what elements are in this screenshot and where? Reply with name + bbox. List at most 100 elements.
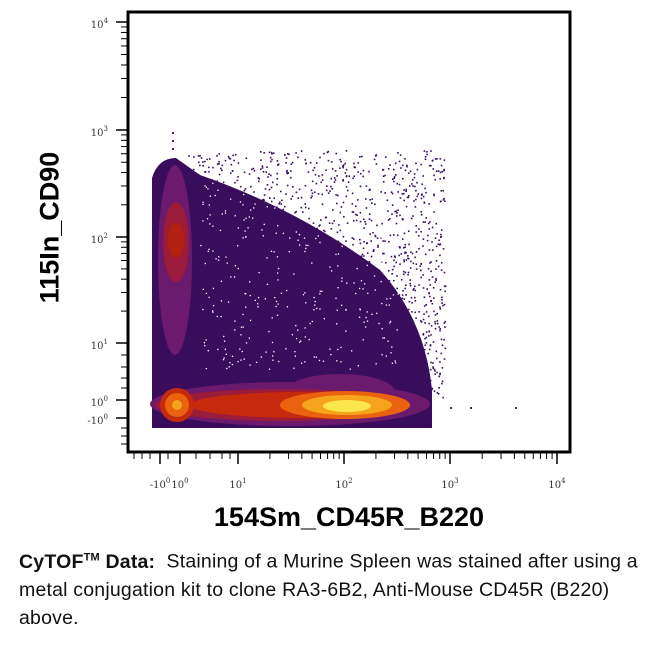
event-dot [192,384,195,386]
event-dot [207,263,209,266]
event-dot [413,288,415,290]
event-dot [352,238,355,240]
event-dot [315,321,317,323]
white-speck [231,363,234,366]
event-dot [216,289,219,292]
x-tick-label: 102 [335,477,352,491]
event-dot [412,289,415,291]
event-dot [435,278,437,280]
event-dot [271,376,274,379]
white-speck [218,256,220,258]
event-dot [326,325,329,327]
event-dot [298,225,301,227]
event-dot [398,254,400,257]
event-dot [276,243,278,246]
event-dot [254,324,257,327]
white-speck [286,289,288,292]
event-dot [262,286,265,289]
event-dot [300,227,302,229]
event-dot [423,150,426,152]
event-dot [415,189,417,192]
event-dot [230,348,232,351]
event-dot [362,247,365,250]
white-speck [365,229,367,231]
event-dot [327,159,330,162]
event-dot [252,337,255,340]
event-dot [410,251,412,253]
event-dot [319,264,322,267]
white-speck [334,223,336,226]
event-dot [348,256,351,259]
event-dot [361,302,364,305]
event-dot [419,349,422,352]
event-dot [409,170,412,173]
event-dot [302,305,304,307]
white-speck [317,235,319,237]
event-dot [342,165,344,167]
white-speck [333,232,335,235]
event-dot [243,189,246,192]
event-dot [266,319,269,322]
event-dot [429,392,432,394]
contour-dn-peak [172,400,182,410]
event-dot [175,380,177,382]
event-dot [405,294,407,296]
white-speck [368,244,370,246]
white-speck [365,326,367,328]
event-dot [242,205,245,208]
event-dot [329,300,332,303]
event-dot [191,230,193,232]
event-dot [221,266,224,268]
event-dot [390,342,392,344]
event-dot [316,298,319,301]
event-dot [417,193,420,195]
event-dot [215,347,217,349]
event-dot [220,242,223,244]
event-dot [310,196,312,199]
event-dot [404,158,406,160]
event-dot [335,283,338,286]
event-dot [348,348,350,350]
event-dot [267,302,269,305]
event-dot [450,407,452,409]
event-dot [268,251,271,254]
event-dot [233,292,235,295]
event-dot [330,297,332,299]
white-speck [397,293,399,295]
event-dot [432,297,435,299]
event-dot [286,232,289,235]
event-dot [278,203,281,205]
event-dot [386,199,389,202]
event-dot [364,366,366,368]
plot-frame [126,10,572,454]
event-dot [428,203,431,205]
event-dot [327,250,329,252]
white-speck [381,328,383,330]
event-dot [192,168,195,171]
white-speck [229,180,232,183]
event-dot [298,188,301,191]
event-dot [279,190,282,193]
event-dot [375,310,378,313]
event-dot [229,158,232,160]
event-dot [183,172,185,174]
event-dot [363,255,365,257]
event-dot [184,183,187,186]
event-dot [394,162,397,165]
event-dot [290,337,293,340]
event-dot [343,334,346,336]
event-dot [212,380,214,382]
event-dot [316,296,319,298]
event-dot [299,374,302,377]
event-dot [431,249,434,251]
event-dot [470,407,472,409]
event-dot [205,365,208,368]
white-speck [295,324,297,327]
event-dot [351,211,354,213]
event-dot [407,273,409,276]
event-dot [291,246,293,248]
event-dot [224,297,226,300]
event-dot [405,205,408,208]
event-dot [365,348,368,350]
event-dot [433,310,435,313]
